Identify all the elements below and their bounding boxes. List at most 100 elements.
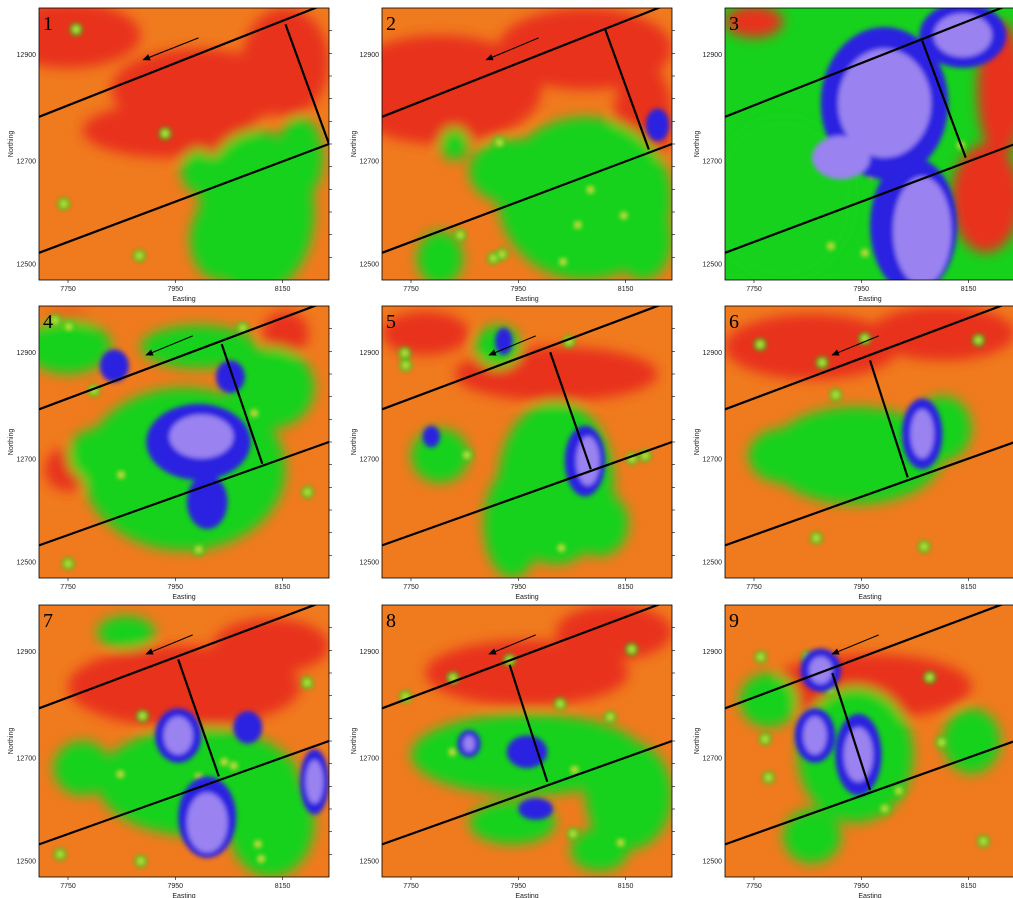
mid-anomaly [570, 490, 629, 557]
heatmap-field [39, 8, 329, 280]
mid-anomaly [411, 428, 469, 483]
anomaly-spot-core [575, 222, 581, 228]
map-panel-6: 6 7750 7950 8150 Easting 12900 12700 12500 North… [694, 305, 1013, 601]
mid-anomaly [97, 615, 155, 649]
y-tick-label: 12700 [703, 755, 723, 762]
cross-line [604, 29, 650, 150]
cross-line [220, 343, 264, 465]
y-tick-label: 12900 [17, 649, 37, 656]
y-tick-label: 12900 [17, 350, 37, 357]
anomaly-spot-core [557, 701, 563, 707]
mid-anomaly [227, 346, 315, 429]
x-tick-label: 7750 [403, 883, 419, 890]
anomaly-spot-core [136, 253, 142, 259]
lowest-anomaly [305, 760, 324, 804]
anomaly-spot-core [138, 858, 144, 864]
panel-number: 6 [729, 311, 739, 333]
cross-line [921, 40, 967, 158]
mid-anomaly [140, 325, 257, 369]
y-tick-label: 12900 [703, 350, 723, 357]
mid-anomaly [276, 116, 324, 199]
y-axis-label: Northing [351, 728, 358, 755]
anomaly-spot-core [570, 831, 576, 837]
direction-arrow [488, 335, 536, 356]
direction-arrow [145, 634, 193, 655]
anomaly-spot-core [921, 544, 927, 550]
cross-line [868, 360, 909, 478]
direction-arrow [831, 634, 879, 655]
map-panel-9: 9 7750 7950 8150 Easting 12900 12700 12500 North… [694, 604, 1013, 898]
panel-frame [724, 305, 1013, 579]
anomaly-spot-core [304, 680, 310, 686]
panel-number: 4 [43, 311, 53, 333]
heatmap-field [725, 605, 1013, 877]
anomaly-spot-core [762, 736, 768, 742]
anomaly-spot-core [587, 187, 593, 193]
cross-line [549, 351, 592, 470]
x-tick-label: 7750 [60, 584, 76, 591]
y-tick-label: 12700 [360, 158, 380, 165]
low-anomaly [215, 360, 245, 394]
anomaly-spot-core [457, 232, 463, 238]
x-tick-label: 7950 [511, 584, 527, 591]
mid-anomaly [469, 138, 556, 204]
y-tick-label: 12900 [360, 52, 380, 59]
lowest-anomaly [463, 735, 475, 752]
mid-anomaly [483, 469, 542, 578]
y-axis-label: Northing [694, 131, 701, 158]
anomaly-spot-core [571, 767, 577, 773]
panels-layer: 1 7750 7950 8150 Easting 12900 12700 12500 North… [8, 7, 1013, 898]
x-axis-label: Easting [515, 594, 538, 601]
map-panel-3: 3 7750 7950 8150 Easting 12900 12700 12500 North… [694, 7, 1013, 303]
panel-number: 2 [386, 13, 396, 35]
x-tick-label: 8150 [618, 883, 634, 890]
anomaly-spot-core [558, 545, 564, 551]
panel-number: 3 [729, 13, 739, 35]
anomaly-spot-core [240, 325, 246, 331]
y-tick-label: 12700 [17, 456, 37, 463]
x-tick-label: 7750 [403, 584, 419, 591]
heatmap-field [382, 605, 672, 877]
mid-anomaly [39, 319, 112, 374]
direction-arrow [831, 335, 879, 356]
x-tick-label: 7950 [168, 286, 184, 293]
boundary-line-upper [725, 8, 1005, 118]
low-anomaly [518, 798, 554, 820]
x-tick-label: 8150 [275, 584, 291, 591]
panel-number: 8 [386, 610, 396, 632]
cross-line [284, 23, 329, 145]
low-anomaly [422, 425, 440, 448]
high-anomaly [725, 314, 899, 380]
boundary-line-lower [382, 739, 672, 846]
anomaly-spot-core [939, 739, 945, 745]
anomaly-spot-core [560, 259, 566, 265]
mid-anomaly [783, 809, 841, 864]
x-tick-label: 7950 [511, 883, 527, 890]
mid-anomaly [189, 198, 248, 280]
anomaly-spot-core [196, 546, 202, 552]
x-axis-label: Easting [858, 296, 881, 303]
anomaly-spot-core [980, 838, 986, 844]
x-tick-label: 7950 [511, 286, 527, 293]
anomaly-spot-core [251, 410, 257, 416]
y-tick-label: 12500 [703, 859, 723, 866]
direction-arrow [142, 37, 199, 61]
anomaly-spot-core [833, 392, 839, 398]
y-tick-label: 12900 [703, 52, 723, 59]
cross-line [831, 672, 872, 791]
high-anomaly [213, 618, 329, 673]
y-tick-label: 12700 [17, 158, 37, 165]
panel-frame [724, 7, 1013, 281]
x-tick-label: 8150 [961, 286, 977, 293]
heatmap-field [39, 306, 329, 578]
x-axis-label: Easting [172, 594, 195, 601]
y-tick-label: 12500 [17, 262, 37, 269]
anomaly-spot-core [118, 472, 124, 478]
mid-anomaly [68, 428, 126, 483]
low-anomaly [506, 735, 548, 769]
high-anomaly [242, 8, 329, 117]
anomaly-spot-core [57, 851, 63, 857]
y-tick-label: 12700 [17, 755, 37, 762]
x-tick-label: 7750 [746, 883, 762, 890]
high-anomaly [382, 311, 469, 355]
